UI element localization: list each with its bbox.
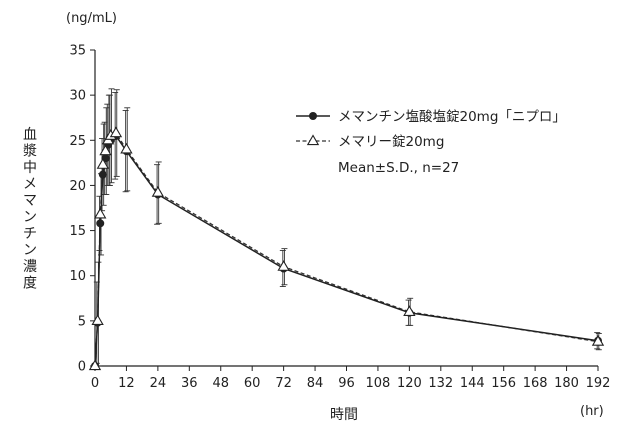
marker-series-1: [98, 170, 107, 179]
y-tick-label: 10: [69, 269, 86, 284]
marker-series-2: [96, 158, 110, 169]
plot-area: [88, 88, 605, 371]
y-axis-title-char: マ: [23, 193, 37, 209]
legend-label-series-1: メマンチン塩酸塩錠20mg「ニプロ」: [338, 109, 566, 125]
axes: 0 5 10 15 20 25 30 35 0 12 24 36 48 60 72 84 96 108 120 132…: [69, 44, 610, 392]
marker-series-2: [99, 144, 112, 156]
x-tick-label: 72: [275, 376, 292, 391]
y-axis-title-char: 中: [23, 160, 37, 176]
x-unit-label: (hr): [580, 404, 604, 419]
legend-marker-series-2: [306, 134, 320, 146]
marker-series-2: [591, 335, 605, 346]
marker-series-2: [403, 305, 416, 316]
y-axis-title-char: ン: [23, 242, 37, 258]
x-tick-label: 48: [212, 376, 229, 391]
y-tick-label: 35: [69, 44, 86, 59]
x-tick-label: 60: [244, 376, 261, 391]
x-tick-label: 84: [307, 376, 324, 391]
y-tick-label: 15: [69, 224, 86, 239]
legend-note: Mean±S.D., n=27: [338, 160, 459, 176]
marker-series-2: [109, 126, 123, 138]
x-tick-label: 120: [397, 376, 422, 391]
x-tick-label: 108: [366, 376, 391, 391]
legend-marker-series-1: [309, 112, 317, 120]
y-tick-label: 5: [78, 314, 86, 329]
x-tick-label: 180: [554, 376, 579, 391]
x-tick-label: 0: [91, 376, 99, 391]
marker-series-2: [91, 314, 104, 325]
x-tick-label: 168: [523, 376, 548, 391]
x-axis-title: 時間: [330, 407, 358, 423]
y-axis-title-char: 漿: [23, 143, 37, 159]
y-axis-title-char: 度: [23, 275, 37, 291]
marker-series-2: [120, 142, 133, 154]
x-tick-label: 156: [491, 376, 516, 391]
y-unit-label: (ng/mL): [66, 11, 117, 26]
y-tick-label: 0: [78, 360, 86, 375]
x-tick-label: 132: [428, 376, 453, 391]
x-tick-label: 96: [338, 376, 355, 391]
legend: メマンチン塩酸塩錠20mg「ニプロ」 メマリー錠20mg Mean±S.D., …: [296, 109, 566, 176]
x-tick-label: 12: [118, 376, 135, 391]
marker-series-2: [88, 359, 102, 371]
x-tick-label: 192: [586, 376, 611, 391]
y-axis-title-char: 血: [23, 127, 37, 143]
y-axis-title-char: メ: [23, 176, 37, 192]
y-axis-title-char: ン: [23, 209, 37, 225]
y-tick-label: 25: [69, 134, 86, 149]
marker-series-2: [151, 186, 165, 197]
y-axis-title-char: 濃: [23, 259, 37, 275]
marker-series-2: [277, 260, 290, 271]
x-tick-label: 144: [460, 376, 485, 391]
x-tick-label: 24: [150, 376, 167, 391]
marker-series-2: [94, 207, 107, 219]
legend-label-series-2: メマリー錠20mg: [338, 134, 444, 150]
y-tick-label: 30: [69, 89, 86, 104]
y-tick-label: 20: [69, 179, 86, 194]
x-tick-label: 36: [181, 376, 198, 391]
y-axis-title-char: チ: [23, 226, 37, 242]
marker-series-1: [96, 219, 105, 228]
